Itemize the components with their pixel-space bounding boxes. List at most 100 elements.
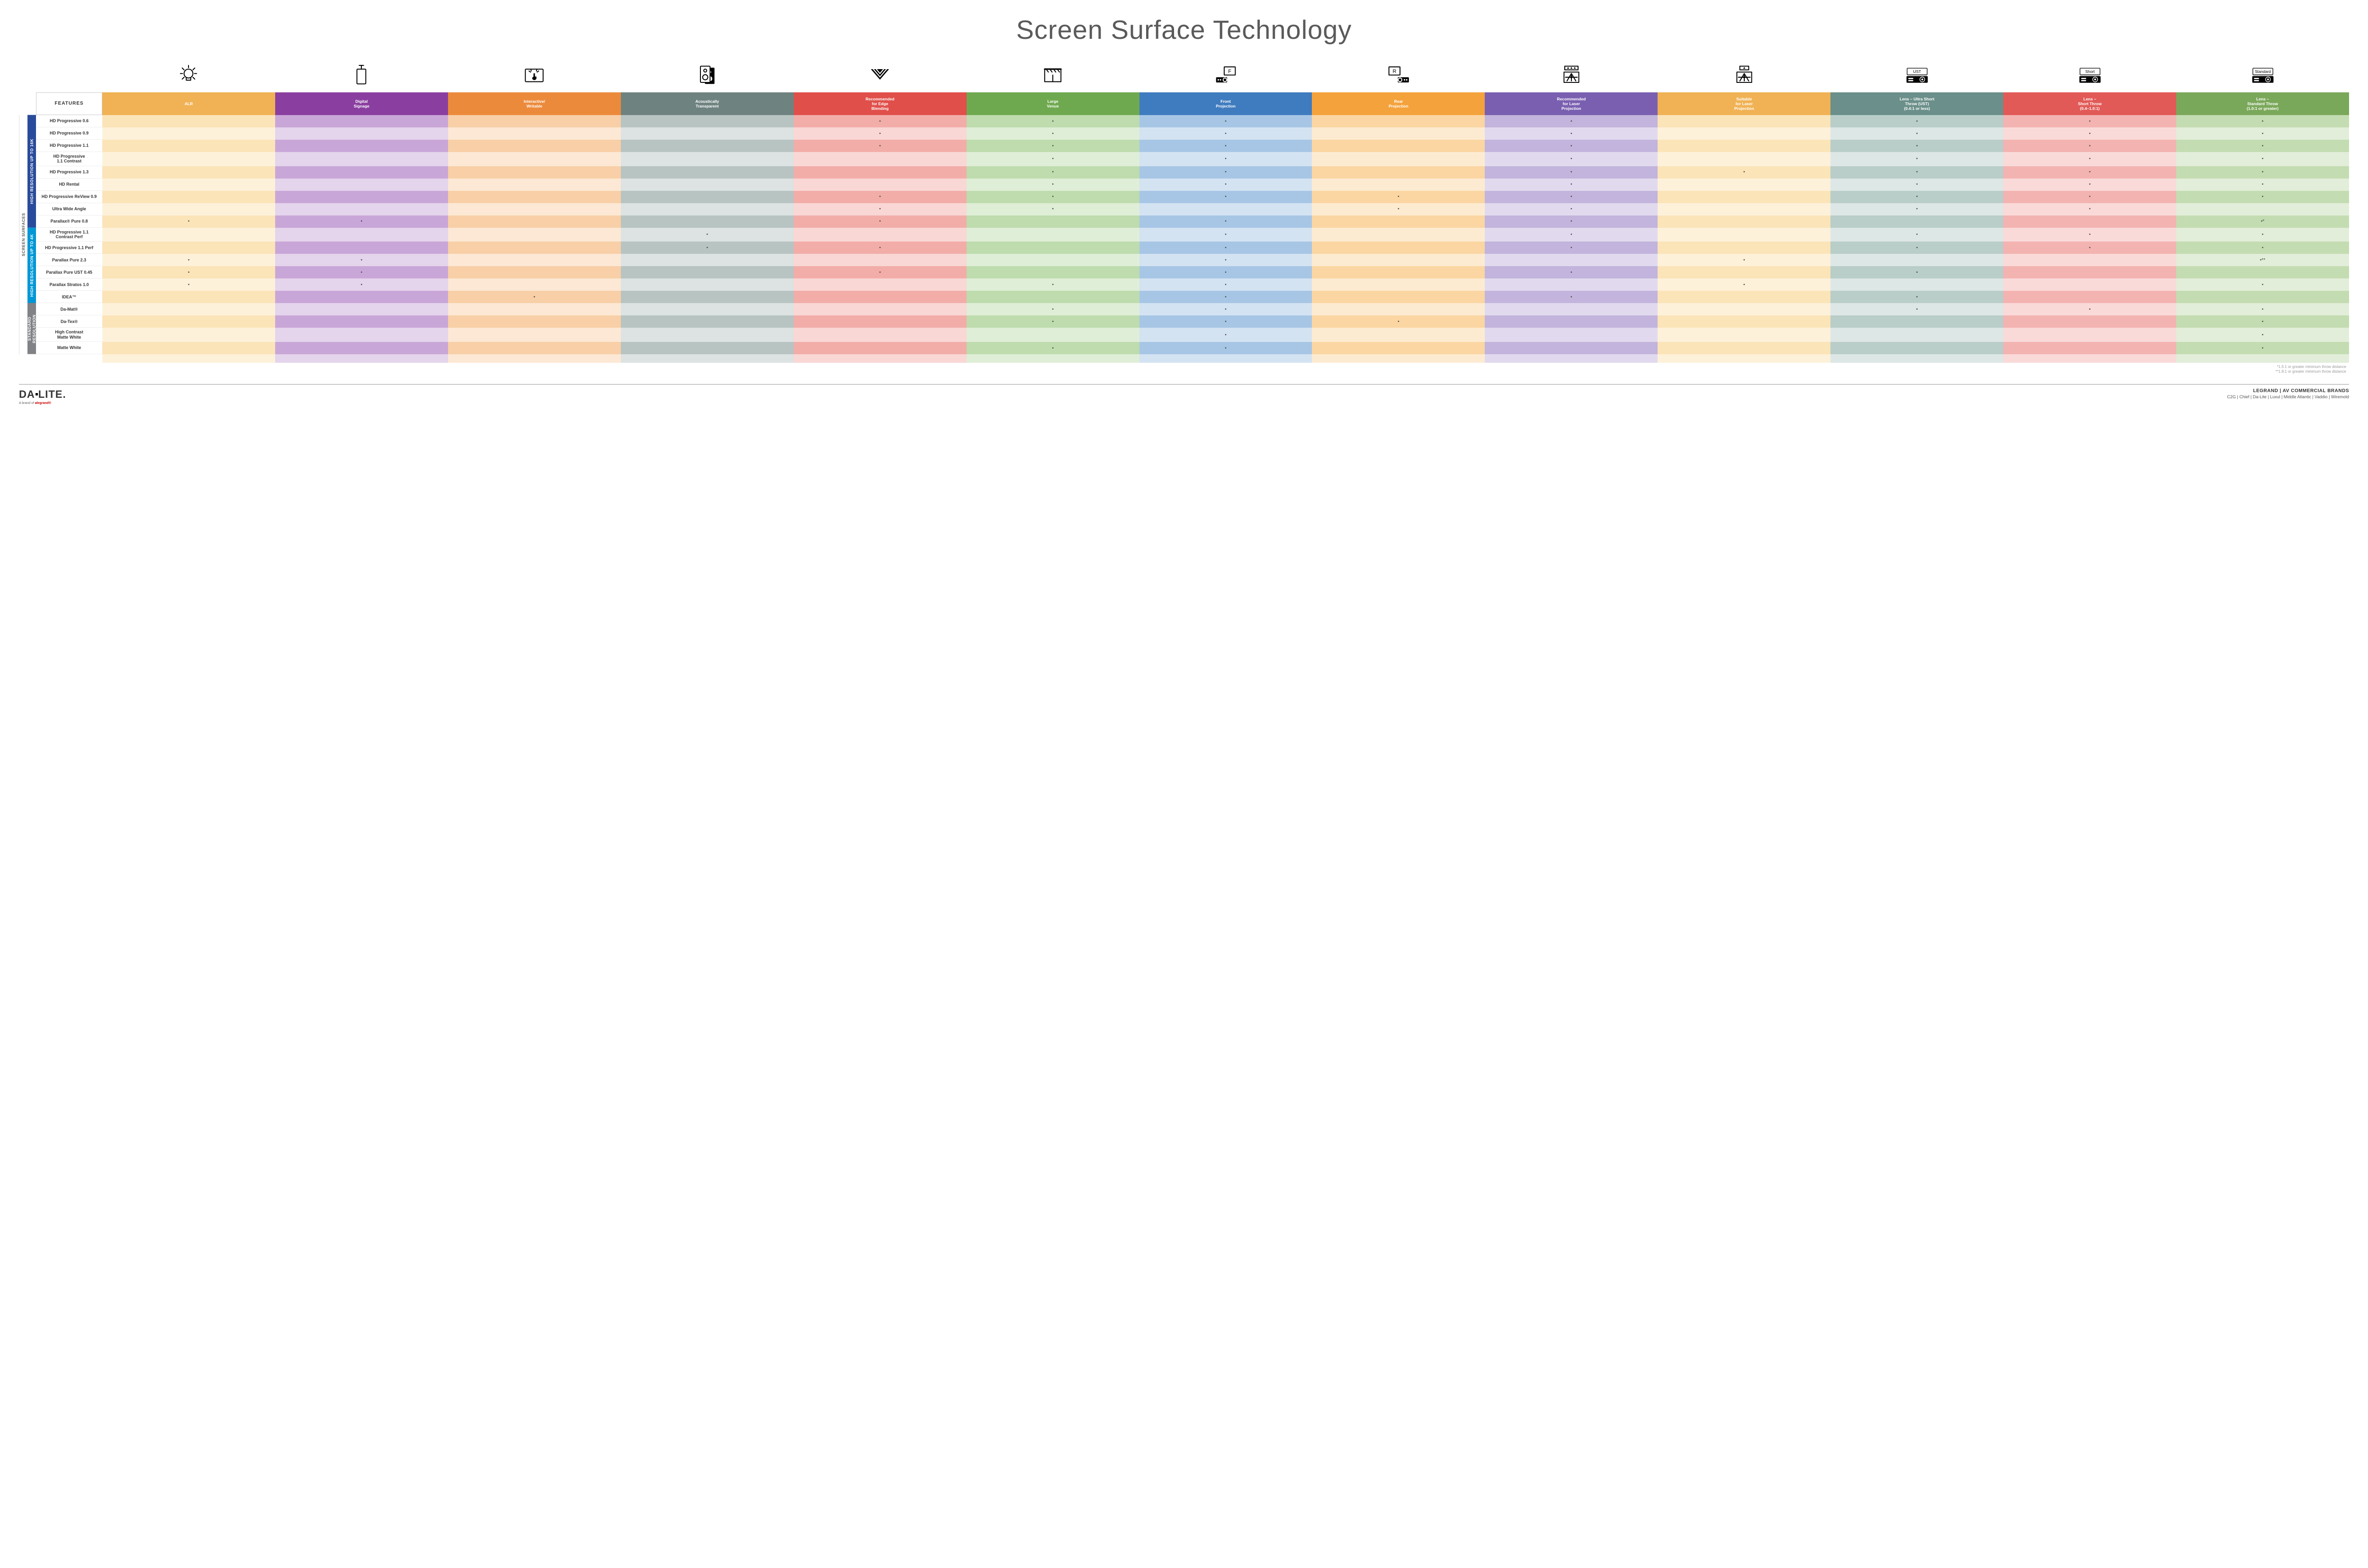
cell-edge [794,291,967,303]
cell-edge: • [794,203,967,215]
cell-ust: • [1830,127,2003,140]
cell-venue [967,242,1139,254]
cell-acoustic: • [621,228,794,242]
cell-short [2003,291,2176,303]
cell-standard: •* [2176,215,2349,228]
cell-front [1139,203,1312,215]
cell-acoustic [621,291,794,303]
cell-front: • [1139,342,1312,354]
cell-suitlaser [1658,303,1830,315]
row-label: Matte White [36,342,102,354]
cell-writable [448,140,621,152]
cell-edge: • [794,140,967,152]
cell-edge [794,228,967,242]
cell-acoustic [621,140,794,152]
cell-reclaser: • [1485,127,1658,140]
cell-venue [967,328,1139,342]
cell-alr [102,242,275,254]
cell-suitlaser [1658,342,1830,354]
row-label: HD Progressive 1.1 Perf [36,242,102,254]
cell-signage [275,179,448,191]
cell-signage [275,191,448,203]
cell-ust: • [1830,303,2003,315]
cell-alr [102,179,275,191]
cell-alr: • [102,278,275,291]
cell-standard: • [2176,115,2349,127]
cell-acoustic [621,254,794,266]
svg-text:Short: Short [2085,69,2095,74]
col-header-suitlaser: Suitablefor LaserProjection [1658,92,1830,115]
cell-edge: • [794,191,967,203]
cell-standard: • [2176,127,2349,140]
cell-acoustic [621,315,794,328]
cell-alr [102,152,275,166]
outer-group-label: SCREEN SURFACES [19,115,27,354]
col-icon-standard: Standard [2176,59,2349,92]
cell-acoustic [621,179,794,191]
spacer-cell [275,354,448,363]
cell-standard [2176,266,2349,278]
cell-ust: • [1830,140,2003,152]
cell-front: • [1139,303,1312,315]
cell-reclaser: • [1485,191,1658,203]
col-header-acoustic: AcousticallyTransparent [621,92,794,115]
cell-writable [448,127,621,140]
spacer-cell [2003,354,2176,363]
cell-rear: • [1312,315,1485,328]
row-label: Da-Tex® [36,315,102,328]
cell-suitlaser [1658,228,1830,242]
cell-edge: • [794,115,967,127]
cell-acoustic [621,342,794,354]
col-header-reclaser: Recommendedfor LaserProjection [1485,92,1658,115]
row-label: HD Rental [36,179,102,191]
group-label-g4k: HIGH RESOLUTION UP TO 4K [27,228,36,304]
col-header-standard: Lens –Standard Throw(1.0:1 or greater) [2176,92,2349,115]
cell-ust: • [1830,179,2003,191]
cell-standard: • [2176,303,2349,315]
spacer-cell [102,354,275,363]
cell-signage [275,291,448,303]
cell-front: • [1139,115,1312,127]
cell-signage [275,115,448,127]
cell-edge [794,152,967,166]
col-icon-short: Short [2003,59,2176,92]
brands-block: LEGRAND | AV COMMERCIAL BRANDS C2G | Chi… [2227,388,2349,399]
cell-ust: • [1830,191,2003,203]
cell-short: • [2003,303,2176,315]
cell-rear [1312,166,1485,179]
cell-rear: • [1312,203,1485,215]
cell-ust: • [1830,291,2003,303]
cell-writable [448,315,621,328]
cell-short: • [2003,179,2176,191]
cell-edge [794,303,967,315]
cell-ust [1830,315,2003,328]
cell-signage: • [275,266,448,278]
cell-signage [275,228,448,242]
cell-standard: • [2176,191,2349,203]
cell-venue [967,291,1139,303]
cell-rear [1312,152,1485,166]
cell-writable [448,266,621,278]
cell-short [2003,328,2176,342]
cell-writable [448,179,621,191]
cell-acoustic [621,191,794,203]
cell-venue [967,266,1139,278]
cell-alr [102,166,275,179]
cell-acoustic [621,127,794,140]
cell-reclaser: • [1485,140,1658,152]
col-icon-writable [448,59,621,92]
cell-rear [1312,179,1485,191]
cell-signage [275,140,448,152]
cell-signage: • [275,278,448,291]
brands-title: LEGRAND | AV COMMERCIAL BRANDS [2227,388,2349,394]
cell-alr [102,228,275,242]
cell-reclaser [1485,315,1658,328]
cell-venue: • [967,115,1139,127]
spacer-cell [1830,354,2003,363]
cell-signage [275,303,448,315]
cell-ust [1830,328,2003,342]
cell-suitlaser [1658,266,1830,278]
cell-reclaser: • [1485,179,1658,191]
cell-writable [448,191,621,203]
cell-suitlaser [1658,191,1830,203]
